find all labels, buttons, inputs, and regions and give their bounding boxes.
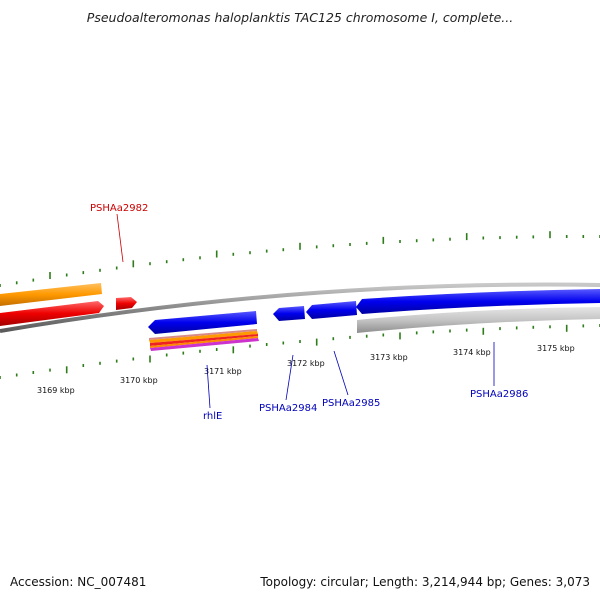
gene-label-PSHAa2982[interactable]: PSHAa2982: [90, 203, 148, 214]
gene-PSHAa2984[interactable]: [273, 306, 305, 321]
inner-scale-ticks: [0, 324, 600, 379]
leader-lines: [116, 213, 495, 409]
scale-label-3171: 3171 kbp: [204, 367, 242, 376]
chromosome-backbone: [0, 282, 600, 333]
gene-stacked-features[interactable]: [149, 329, 259, 351]
scale-label-3173: 3173 kbp: [370, 353, 408, 362]
gene-orange-forward[interactable]: [0, 283, 102, 306]
gene-red-small[interactable]: [116, 297, 137, 310]
gene-PSHAa2985[interactable]: [306, 301, 357, 319]
map-title: Pseudoalteromonas haloplanktis TAC125 ch…: [86, 10, 514, 25]
gene-PSHAa2986[interactable]: [356, 289, 600, 314]
scale-label-3170: 3170 kbp: [120, 376, 158, 385]
scale-label-3174: 3174 kbp: [453, 348, 491, 357]
accession-text: Accession: NC_007481: [10, 575, 147, 589]
gene-label-PSHAa2986[interactable]: PSHAa2986: [470, 389, 528, 400]
gene-label-PSHAa2984[interactable]: PSHAa2984: [259, 403, 317, 414]
gene-label-rhlE[interactable]: rhlE: [203, 411, 222, 422]
scale-label-3172: 3172 kbp: [287, 359, 325, 368]
gene-rhlE[interactable]: [148, 311, 257, 334]
topology-summary: Topology: circular; Length: 3,214,944 bp…: [260, 575, 590, 589]
scale-labels: 3169 kbp 3170 kbp 3171 kbp 3172 kbp 3173…: [37, 344, 575, 395]
gene-label-PSHAa2985[interactable]: PSHAa2985: [322, 398, 380, 409]
gene-labels: PSHAa2982 rhlE PSHAa2984 PSHAa2985 PSHAa…: [90, 203, 528, 422]
scale-label-3175: 3175 kbp: [537, 344, 575, 353]
gene-red-forward[interactable]: [0, 301, 104, 326]
outer-scale-ticks: [0, 231, 600, 287]
gene-grey-reverse[interactable]: [357, 307, 600, 333]
scale-label-3169: 3169 kbp: [37, 386, 75, 395]
